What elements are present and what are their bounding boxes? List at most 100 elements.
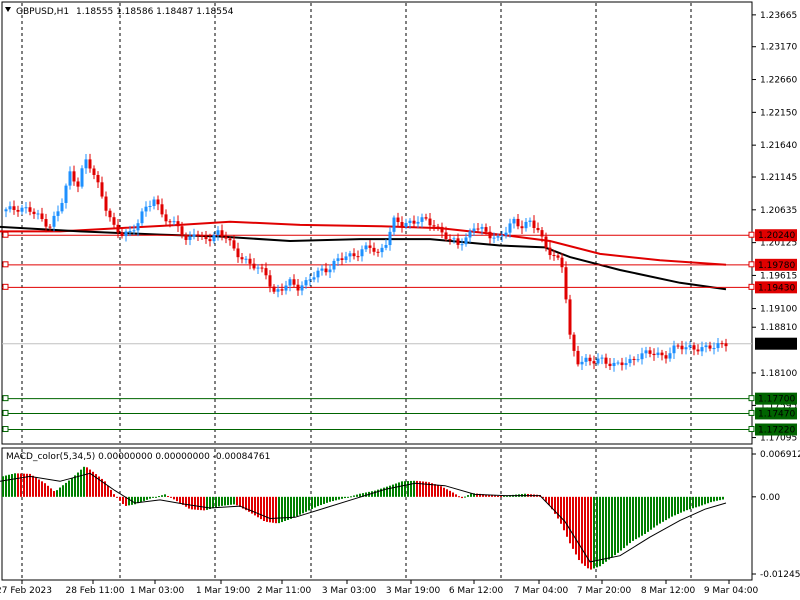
- candle-body: [92, 168, 96, 175]
- candle-body: [552, 255, 556, 257]
- macd-histogram-bar: [227, 496, 229, 506]
- macd-histogram-bar: [392, 484, 394, 497]
- macd-histogram-bar: [134, 496, 136, 505]
- candle-body: [256, 267, 260, 269]
- candle-body: [352, 253, 356, 257]
- macd-histogram-bar: [242, 496, 244, 509]
- macd-histogram-bar: [101, 478, 103, 497]
- macd-histogram-bar: [233, 496, 235, 505]
- macd-histogram-bar: [38, 479, 40, 497]
- level-handle-right[interactable]: [748, 231, 755, 238]
- macd-histogram-bar: [209, 496, 211, 510]
- candle-body: [680, 345, 684, 350]
- candle-body: [624, 363, 628, 366]
- candle-body: [584, 357, 588, 362]
- macd-histogram-bar: [182, 496, 184, 505]
- candle-body: [72, 171, 76, 182]
- macd-histogram-bar: [248, 496, 250, 512]
- candle-body: [100, 182, 104, 197]
- candle-body: [392, 217, 396, 232]
- x-axis-label: 3 Mar 03:00: [322, 586, 377, 596]
- candle-body: [108, 210, 112, 218]
- candle-body: [412, 220, 416, 224]
- macd-title: MACD_color(5,34,5) 0.00000000 0.00000000…: [6, 452, 270, 462]
- y-tick-label: 1.20125: [760, 239, 797, 249]
- macd-histogram-bar: [455, 494, 457, 497]
- level-handle-left[interactable]: [2, 231, 9, 238]
- macd-y-tick-label: 0.00: [760, 493, 780, 503]
- candle-body: [48, 226, 52, 228]
- candle-body: [536, 228, 540, 231]
- level-handle-left[interactable]: [2, 283, 9, 290]
- macd-histogram-bar: [575, 496, 577, 555]
- macd-histogram-bar: [614, 496, 616, 556]
- collapse-triangle-icon[interactable]: [5, 7, 11, 12]
- candle-body: [424, 217, 428, 219]
- macd-histogram-bar: [110, 489, 112, 497]
- macd-histogram-bar: [83, 466, 85, 497]
- y-tick-label: 1.22150: [760, 108, 797, 118]
- macd-histogram-bar: [143, 496, 145, 501]
- macd-histogram-bar: [671, 496, 673, 517]
- candle-body: [200, 235, 204, 237]
- macd-histogram-bar: [320, 496, 322, 506]
- macd-histogram-bar: [125, 496, 127, 506]
- macd-histogram-bar: [590, 496, 592, 570]
- candle-body: [24, 207, 28, 209]
- level-handle-right[interactable]: [748, 261, 755, 268]
- macd-histogram-bar: [584, 496, 586, 566]
- price-pane-frame: [1, 1, 753, 445]
- macd-histogram-bar: [92, 471, 94, 497]
- candle-body: [496, 236, 500, 238]
- candle-body: [596, 358, 600, 364]
- current-price-tag: [755, 337, 797, 350]
- macd-histogram-bar: [20, 473, 22, 497]
- macd-histogram-bar: [245, 496, 247, 511]
- candle-body: [204, 236, 208, 240]
- level-handle-left[interactable]: [2, 409, 9, 416]
- candle-body: [164, 214, 168, 222]
- candle-body: [356, 256, 360, 258]
- candle-body: [240, 257, 244, 260]
- candle-body: [692, 345, 696, 350]
- candle-body: [180, 226, 184, 236]
- macd-histogram-bar: [458, 496, 460, 498]
- macd-histogram-bar: [122, 496, 124, 505]
- macd-histogram-bar: [374, 490, 376, 497]
- level-handle-right[interactable]: [748, 409, 755, 416]
- macd-histogram-bar: [704, 496, 706, 505]
- candle-body: [132, 230, 136, 232]
- macd-histogram-bar: [11, 474, 13, 497]
- macd-histogram-bar: [701, 496, 703, 506]
- ma-red-line: [0, 220, 727, 266]
- level-price-tag: [755, 407, 797, 420]
- candle-body: [172, 221, 176, 223]
- macd-histogram-bar: [335, 496, 337, 501]
- macd-histogram-bar: [566, 496, 568, 537]
- candle-body: [384, 245, 388, 248]
- level-handle-left[interactable]: [2, 426, 9, 433]
- macd-histogram-bar: [722, 496, 724, 500]
- y-tick-label: 1.17095: [760, 434, 797, 444]
- macd-signal-line: [0, 472, 727, 563]
- level-handle-left[interactable]: [2, 395, 9, 402]
- macd-histogram-bar: [293, 496, 295, 518]
- candle-body: [248, 258, 252, 264]
- candle-body: [460, 244, 464, 246]
- macd-histogram-bar: [155, 496, 157, 498]
- level-handle-right[interactable]: [748, 426, 755, 433]
- level-handle-right[interactable]: [748, 283, 755, 290]
- candle-body: [296, 284, 300, 291]
- macd-histogram-bar: [266, 496, 268, 522]
- macd-histogram-bar: [296, 496, 298, 517]
- level-handle-left[interactable]: [2, 261, 9, 268]
- candle-body: [612, 362, 616, 367]
- macd-histogram-bar: [659, 496, 661, 524]
- candle-body: [376, 251, 380, 253]
- candle-body: [416, 221, 420, 224]
- macd-histogram-bar: [62, 485, 64, 497]
- level-handle-right[interactable]: [748, 395, 755, 402]
- candle-body: [28, 207, 32, 212]
